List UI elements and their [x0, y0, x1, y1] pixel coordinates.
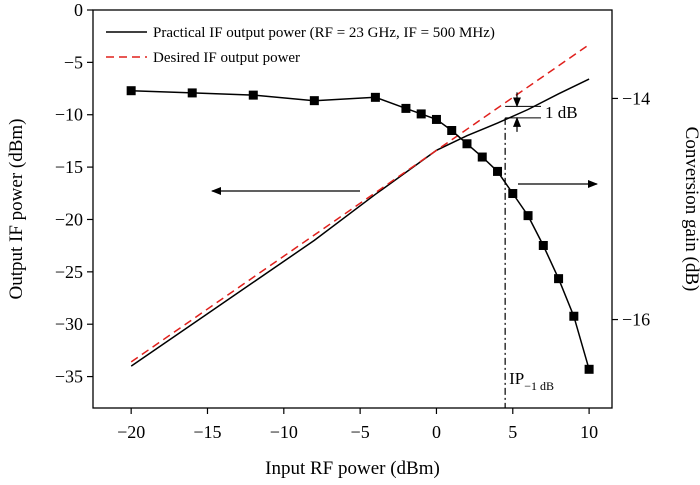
gain-marker [447, 126, 457, 136]
legend-label-desired: Desired IF output power [153, 50, 300, 66]
gain-marker [538, 240, 548, 250]
y-tick-label: −5 [64, 52, 83, 72]
ip-label-subscript: −1 dB [524, 379, 554, 393]
gain-marker [508, 189, 518, 199]
x-tick-label: −15 [193, 422, 221, 442]
compression-label: 1 dB [545, 103, 578, 122]
y-tick-label: −25 [55, 262, 83, 282]
ip-label-main: IP [509, 369, 524, 388]
y-tick-label: −15 [55, 157, 83, 177]
y2-tick-label: −16 [622, 310, 650, 330]
x-tick-label: −5 [351, 422, 370, 442]
gain-marker [401, 103, 411, 113]
gain-marker [248, 90, 258, 100]
x-tick-label: −10 [270, 422, 298, 442]
series-line-1 [130, 43, 590, 363]
y2-tick-label: −14 [622, 88, 650, 108]
annotation-layer [211, 92, 598, 408]
tick-layer: −20 −15 −10 −5 0 5 10 0 −5 −10 −15 −20 −25 −30 −35 −14 −… [55, 0, 650, 442]
gain-marker [554, 274, 564, 284]
ip-label: IP−1 dB [509, 369, 554, 393]
y-axis-title: Output IF power (dBm) [6, 118, 27, 299]
y-tick-label: −20 [55, 209, 83, 229]
series-line-2 [131, 89, 590, 370]
gain-marker [493, 166, 503, 176]
series-line-0 [130, 78, 590, 367]
plot-frame [92, 9, 613, 409]
gain-marker [416, 109, 426, 119]
y-tick-label: −35 [55, 367, 83, 387]
gain-marker [309, 96, 319, 106]
y-tick-label: 0 [74, 0, 83, 20]
y-tick-label: −30 [55, 314, 83, 334]
y-tick-label: −10 [55, 105, 83, 125]
x-tick-label: 5 [508, 422, 517, 442]
x-tick-label: −20 [117, 422, 145, 442]
gain-marker [431, 114, 441, 124]
x-tick-label: 10 [580, 422, 598, 442]
legend-label-practical: Practical IF output power (RF = 23 GHz, … [153, 25, 495, 41]
gain-marker [477, 152, 487, 162]
legend-layer: Practical IF output power (RF = 23 GHz, … [106, 25, 495, 66]
x-tick-label: 0 [432, 422, 441, 442]
x-axis-title: Input RF power (dBm) [265, 458, 440, 479]
series-layer [126, 43, 594, 374]
gain-marker [126, 86, 136, 96]
gain-marker [187, 88, 197, 98]
gain-marker [569, 311, 579, 321]
gain-marker [523, 211, 533, 221]
gain-marker [462, 139, 472, 149]
gain-marker [584, 364, 594, 374]
y2-axis-title: Conversion gain (dB) [681, 127, 700, 292]
gain-marker [370, 92, 380, 102]
